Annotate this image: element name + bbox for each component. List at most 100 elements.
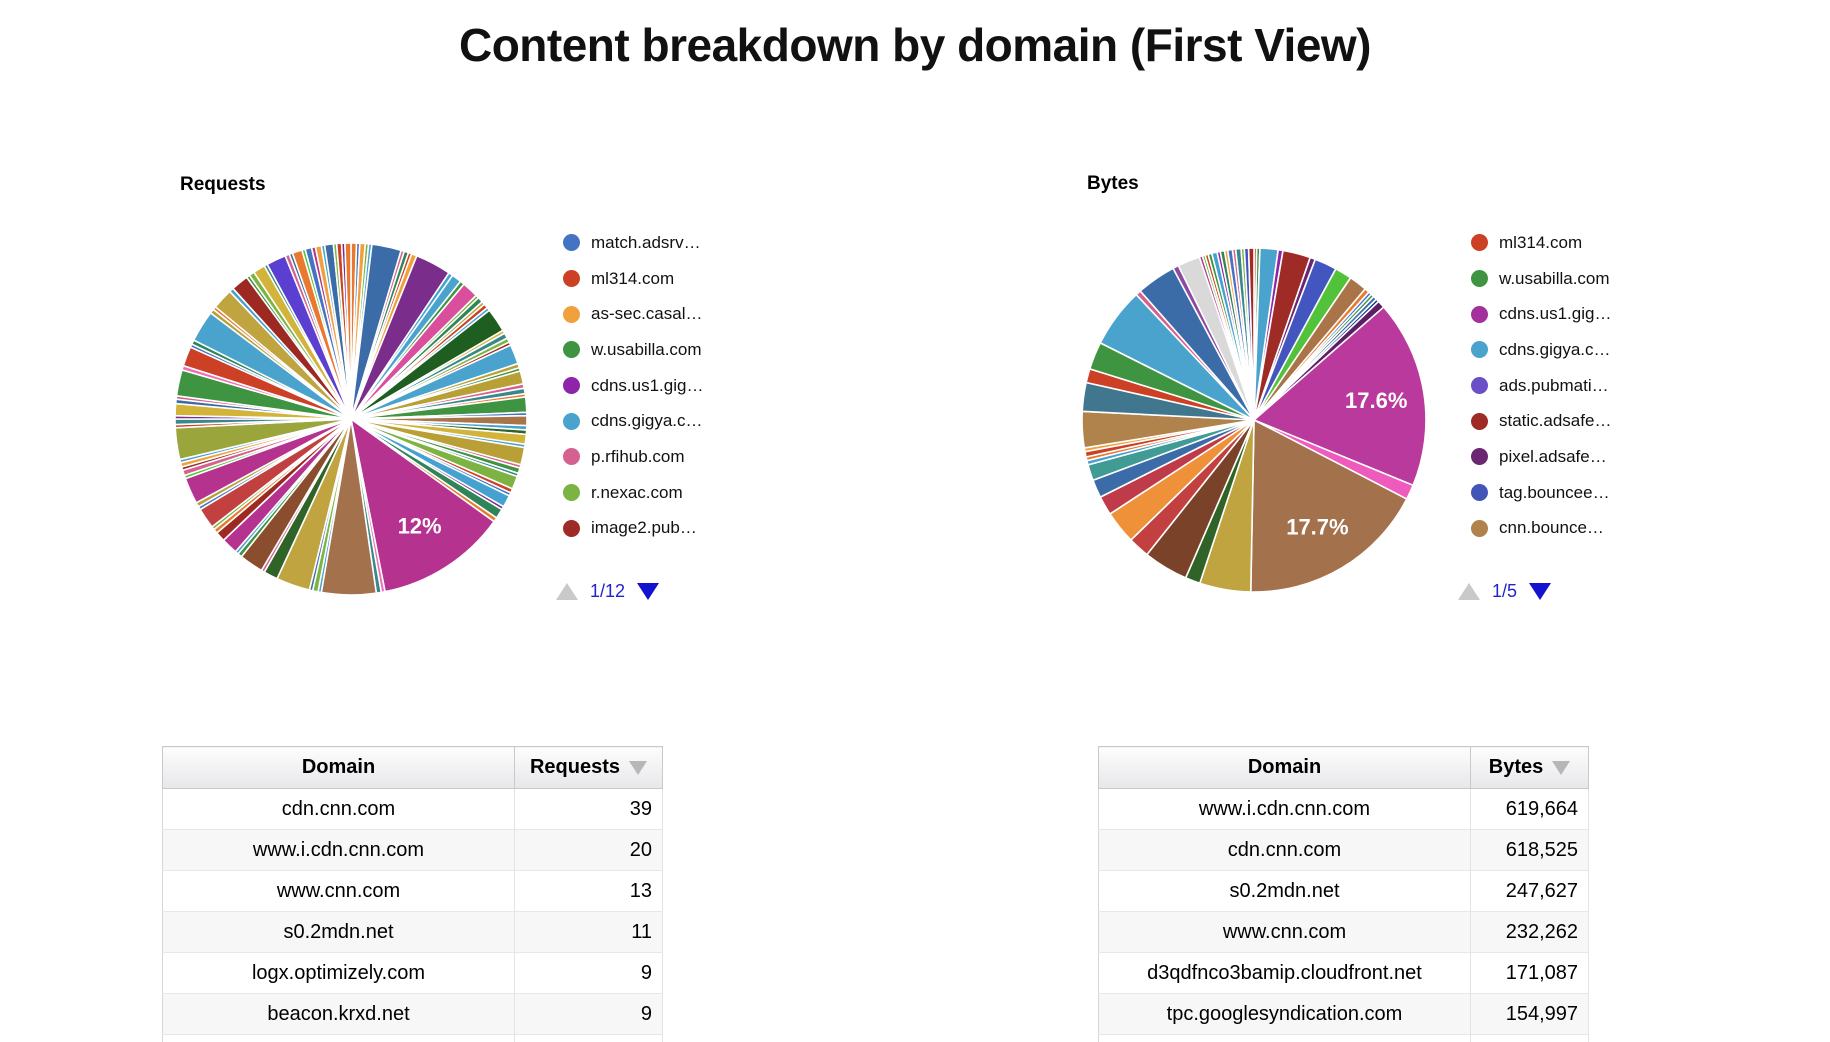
legend-item-label: cdns.us1.gig… (591, 375, 704, 395)
table-row: s0.2mdn.net 247,627 (1098, 870, 1589, 912)
legend-item[interactable]: cdns.us1.gig… (563, 368, 703, 404)
legend-item[interactable]: ml314.com (1471, 225, 1611, 261)
value-cell: 39 (514, 788, 663, 830)
legend-item-label: p.rfihub.com (591, 446, 685, 466)
legend-item-label: match.adsrv… (591, 232, 701, 252)
requests-table-header-domain[interactable]: Domain (162, 746, 515, 789)
legend-page-indicator: 1/12 (590, 581, 626, 601)
table-row: www.i.cdn.cnn.com 619,664 (1098, 788, 1589, 830)
domain-cell: www.i.cdn.cnn.com (1098, 788, 1471, 830)
legend-page-down-icon[interactable] (637, 583, 660, 600)
requests-legend: match.adsrv… ml314.com as-sec.casal… w.usab… (563, 225, 703, 546)
legend-swatch-icon (563, 519, 580, 537)
legend-item[interactable]: r.nexac.com (563, 475, 703, 511)
value-cell: 247,627 (1470, 870, 1589, 912)
pie-slice[interactable] (1252, 305, 1427, 487)
table-row: www.cnn.com 232,262 (1098, 911, 1589, 953)
legend-swatch-icon (563, 412, 580, 430)
table-row: www.cnn.com 13 (162, 870, 663, 912)
legend-item[interactable]: w.usabilla.com (1471, 261, 1611, 297)
bytes-table: Domain Bytes www.i.cdn.cnn.com 619,664 cdn… (1098, 746, 1589, 1042)
legend-page-up-icon[interactable] (556, 583, 578, 600)
legend-page-down-icon[interactable] (1529, 583, 1552, 600)
domain-cell: www.cnn.com (1098, 911, 1471, 953)
domain-cell (1098, 1034, 1471, 1042)
legend-swatch-icon (563, 234, 580, 252)
pie-slice[interactable] (1249, 418, 1408, 593)
pie-slice[interactable] (1247, 247, 1255, 421)
legend-item-label: tag.bouncee… (1499, 482, 1610, 502)
value-cell: 232,262 (1470, 911, 1589, 953)
legend-item-label: image2.pub… (591, 518, 697, 538)
legend-item[interactable]: cdns.gigya.c… (563, 403, 703, 439)
requests-table-header-requests[interactable]: Requests (514, 746, 663, 789)
legend-item[interactable]: as-sec.casal… (563, 296, 703, 332)
sort-desc-icon (1552, 760, 1571, 775)
sort-desc-icon (629, 760, 648, 775)
legend-item[interactable]: pixel.adsafe… (1471, 439, 1611, 475)
pie-slice[interactable] (349, 417, 496, 593)
column-header-label: Bytes (1488, 756, 1544, 778)
domain-cell: www.i.cdn.cnn.com (162, 829, 515, 871)
legend-page-indicator: 1/5 (1492, 581, 1518, 601)
value-cell: 619,664 (1470, 788, 1589, 830)
pie-slice[interactable] (344, 242, 352, 420)
bytes-table-header-domain[interactable]: Domain (1098, 746, 1471, 789)
legend-item-label: cnn.bounce… (1499, 518, 1604, 538)
legend-item-label: r.nexac.com (591, 482, 683, 502)
table-row-clipped (162, 1034, 663, 1042)
value-cell: 618,525 (1470, 829, 1589, 871)
legend-item[interactable]: ads.pubmati… (1471, 368, 1611, 404)
domain-cell: www.cnn.com (162, 870, 515, 912)
legend-item[interactable]: p.rfihub.com (563, 439, 703, 475)
value-cell (514, 1034, 663, 1042)
column-header-label: Domain (1247, 756, 1322, 778)
table-row: cdn.cnn.com 39 (162, 788, 663, 830)
domain-cell: s0.2mdn.net (1098, 870, 1471, 912)
legend-item[interactable]: static.adsafe… (1471, 403, 1611, 439)
legend-item[interactable]: cdns.gigya.c… (1471, 332, 1611, 368)
legend-item[interactable]: cdns.us1.gig… (1471, 296, 1611, 332)
value-cell: 11 (514, 911, 663, 953)
legend-swatch-icon (563, 270, 580, 288)
legend-item[interactable]: tag.bouncee… (1471, 475, 1611, 511)
legend-item[interactable]: ml314.com (563, 261, 703, 297)
value-cell: 171,087 (1470, 952, 1589, 994)
legend-swatch-icon (563, 377, 580, 395)
column-header-label: Requests (529, 756, 621, 778)
legend-page-up-icon[interactable] (1458, 583, 1480, 600)
legend-item-label: as-sec.casal… (591, 304, 703, 324)
legend-item[interactable]: cnn.bounce… (1471, 511, 1611, 547)
legend-swatch-icon (1471, 519, 1488, 537)
table-row: www.i.cdn.cnn.com 20 (162, 829, 663, 871)
requests-chart-title: Requests (180, 174, 266, 195)
legend-item[interactable]: image2.pub… (563, 511, 703, 547)
legend-swatch-icon (563, 305, 580, 323)
legend-item[interactable]: w.usabilla.com (563, 332, 703, 368)
requests-table: Domain Requests cdn.cnn.com 39 www.i.cdn.c… (162, 746, 663, 1042)
legend-item-label: w.usabilla.com (1499, 268, 1610, 288)
legend-item-label: cdns.gigya.c… (591, 411, 703, 431)
legend-swatch-icon (563, 341, 580, 359)
bytes-table-header-bytes[interactable]: Bytes (1470, 746, 1589, 789)
table-header-row: Domain Bytes (1098, 746, 1589, 789)
value-cell: 9 (514, 952, 663, 994)
domain-cell: d3qdfnco3bamip.cloudfront.net (1098, 952, 1471, 994)
domain-cell: beacon.krxd.net (162, 993, 515, 1035)
legend-swatch-icon (1471, 305, 1488, 323)
legend-item-label: static.adsafe… (1499, 411, 1612, 431)
pie-slice-label: 17.7% (1286, 514, 1348, 539)
page-title: Content breakdown by domain (First View) (458, 19, 1372, 71)
pie-slice-label: 12% (398, 514, 442, 539)
bytes-table-body: www.i.cdn.cnn.com 619,664 cdn.cnn.com 618,5… (1098, 788, 1589, 1042)
value-cell: 154,997 (1470, 993, 1589, 1035)
table-row: cdn.cnn.com 618,525 (1098, 829, 1589, 871)
legend-swatch-icon (1471, 341, 1488, 359)
requests-pie-chart[interactable]: 12% (169, 237, 533, 601)
domain-cell: s0.2mdn.net (162, 911, 515, 953)
legend-item[interactable]: match.adsrv… (563, 225, 703, 261)
legend-swatch-icon (563, 448, 580, 466)
legend-swatch-icon (1471, 484, 1488, 502)
value-cell (1470, 1034, 1589, 1042)
bytes-pie-chart[interactable]: 17.6% 17.7% (1072, 238, 1436, 602)
